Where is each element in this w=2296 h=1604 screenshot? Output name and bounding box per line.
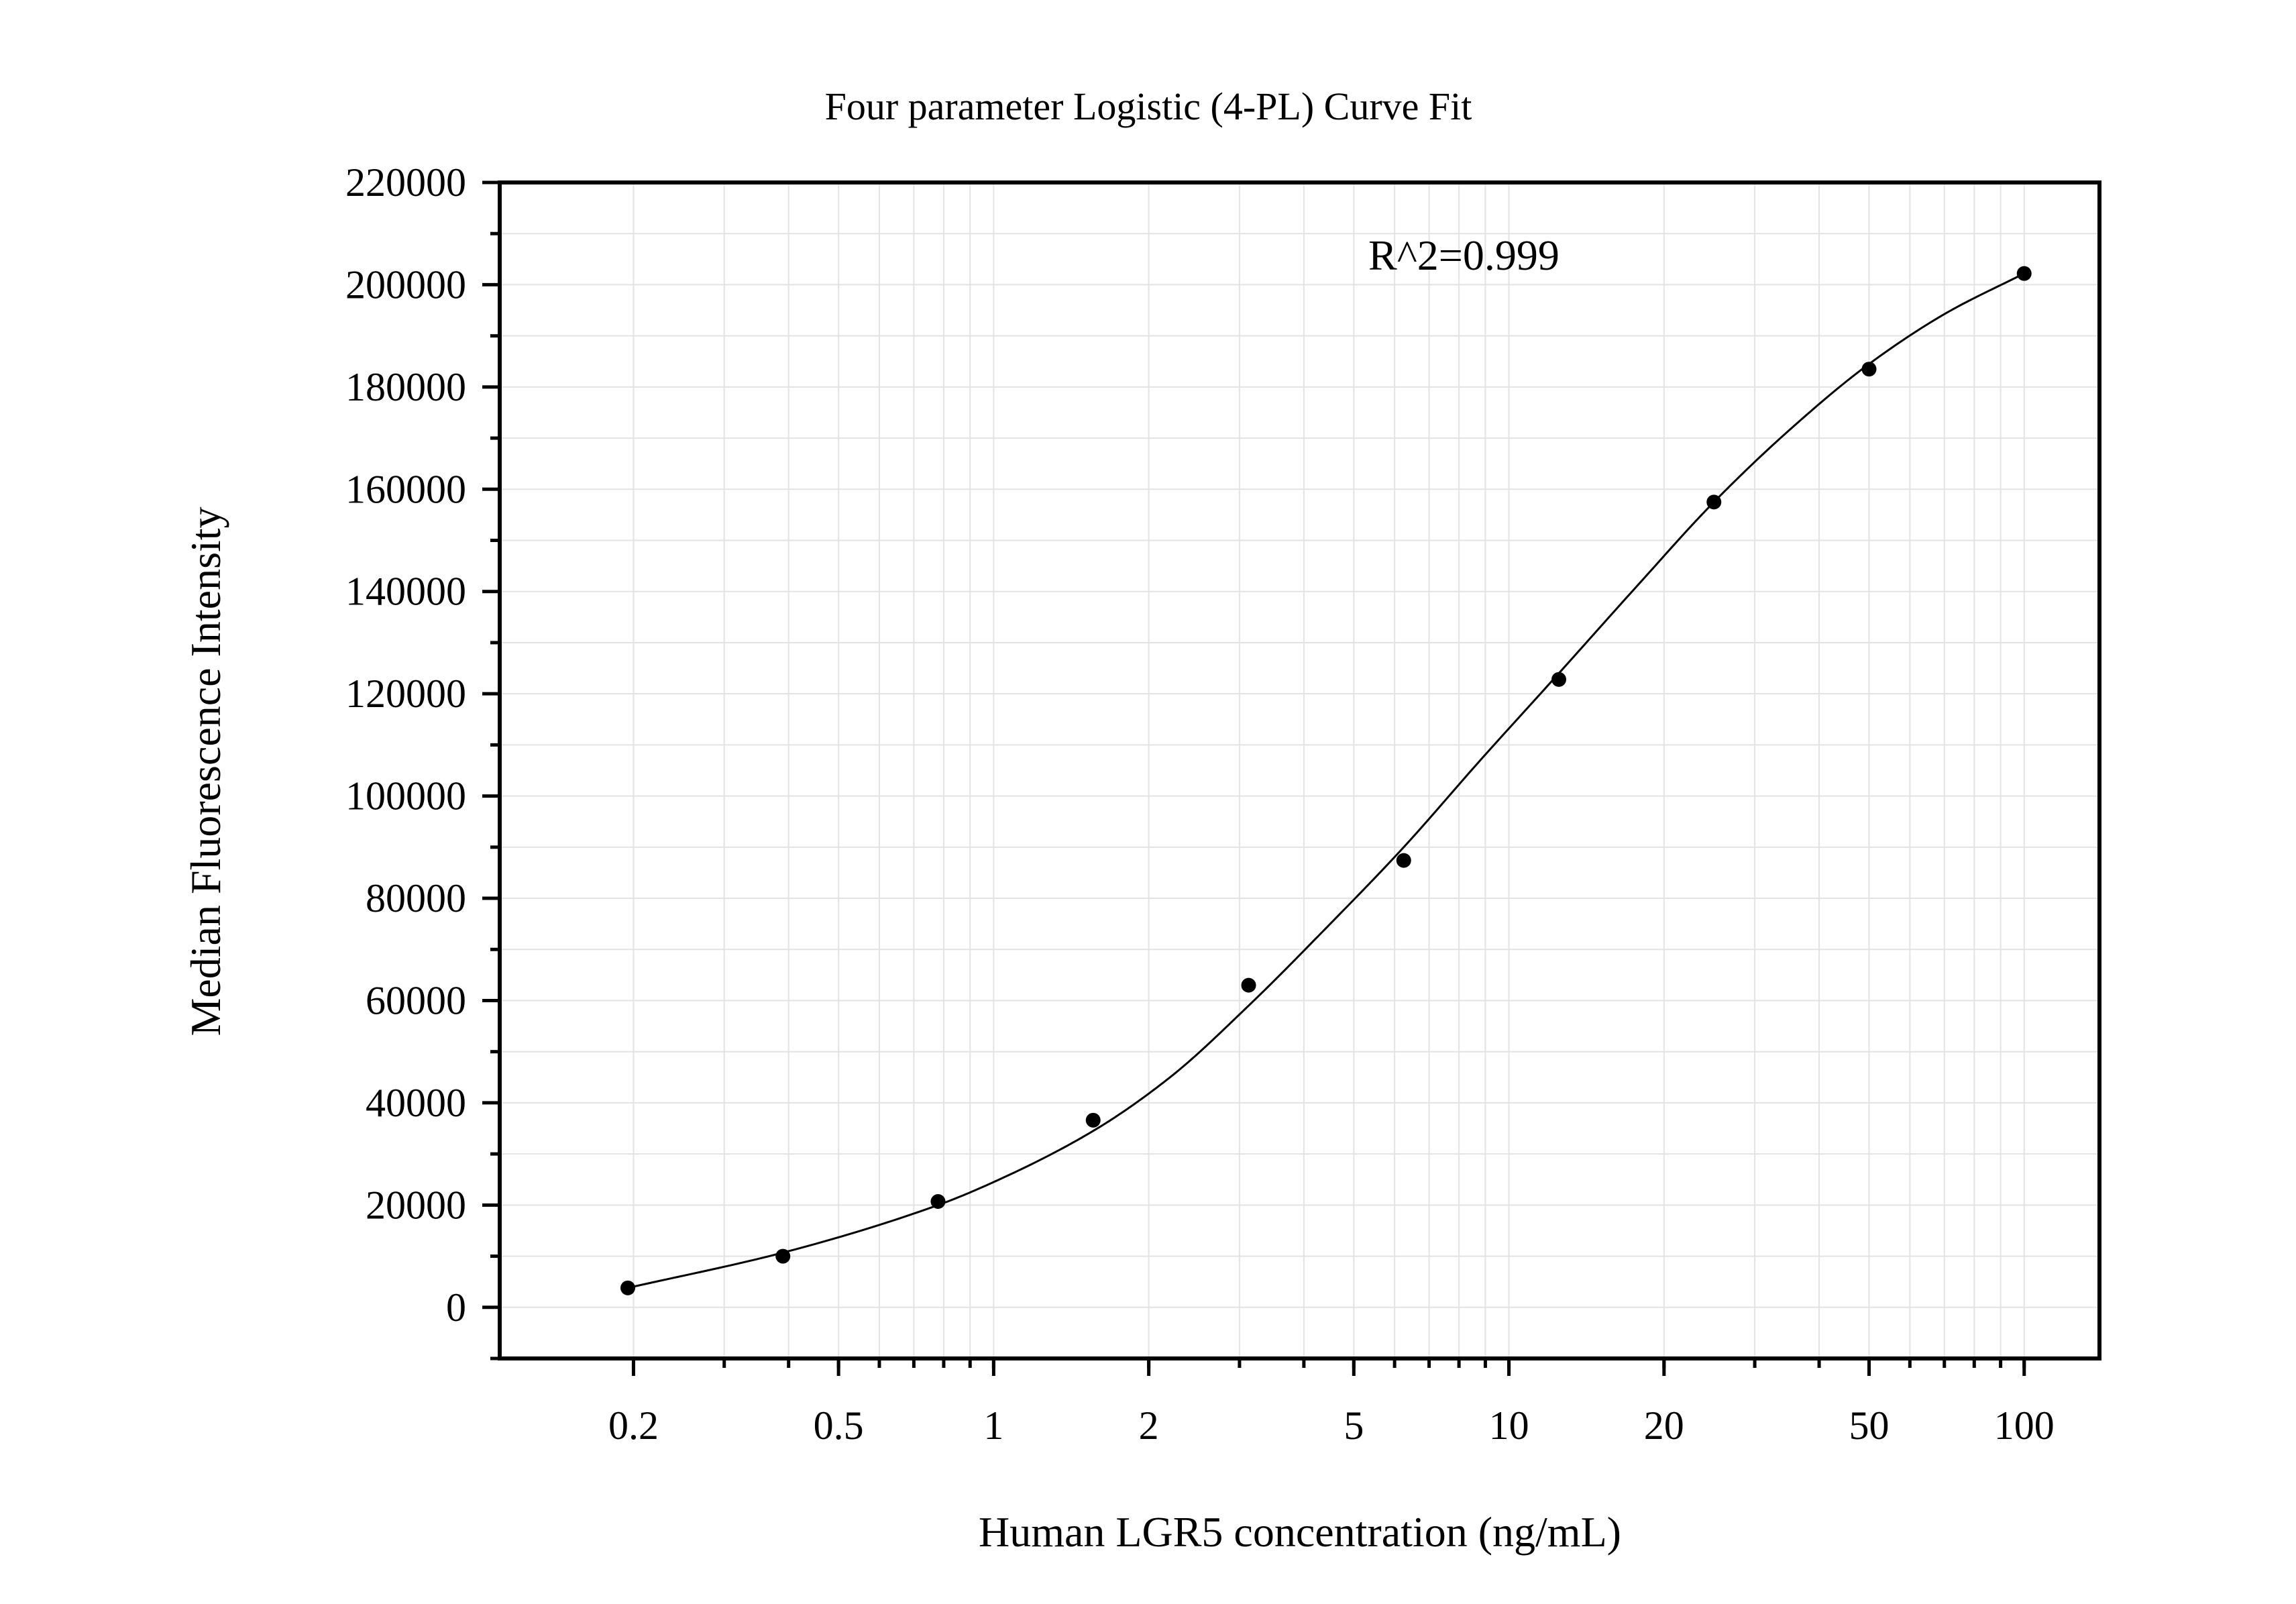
tick-labels: 0.2 0.5 1 2 5 10 20 50 100 0 20000 40000 60000 80000 1… [345, 160, 2055, 1448]
y-tick-label: 80000 [366, 876, 466, 920]
y-tick-label: 0 [446, 1285, 466, 1330]
data-point [1396, 853, 1411, 868]
y-tick-label: 140000 [345, 570, 466, 614]
plot-frame [498, 180, 2101, 1360]
data-point [775, 1248, 791, 1264]
y-tick-label: 100000 [345, 774, 466, 818]
x-tick-label: 2 [1139, 1403, 1159, 1448]
x-tick-label: 0.5 [814, 1403, 864, 1448]
y-tick-label: 60000 [366, 978, 466, 1022]
x-tick-label: 1 [983, 1403, 1003, 1448]
data-point [2016, 266, 2032, 281]
data-point [1551, 672, 1567, 687]
data-point [1085, 1112, 1101, 1128]
data-point [930, 1194, 946, 1210]
r-squared-annotation: R^2=0.999 [1368, 231, 1560, 279]
fit-curve-layer [627, 272, 2025, 1289]
grid [500, 182, 2099, 1359]
y-tick-label: 120000 [345, 672, 466, 716]
y-tick-label: 20000 [366, 1183, 466, 1227]
chart-title: Four parameter Logistic (4-PL) Curve Fit [825, 85, 1472, 128]
x-tick-label: 100 [1994, 1403, 2055, 1448]
y-tick-label: 180000 [345, 365, 466, 409]
data-point [620, 1280, 636, 1295]
x-tick-label: 10 [1489, 1403, 1529, 1448]
fit-curve-line [627, 272, 2025, 1289]
data-point [1706, 494, 1722, 510]
y-tick-label: 160000 [345, 467, 466, 511]
data-point [1241, 977, 1256, 993]
y-axis-label: Median Fluorescence Intensity [182, 506, 229, 1036]
y-tick-label: 200000 [345, 262, 466, 307]
x-axis-label: Human LGR5 concentration (ng/mL) [979, 1508, 1621, 1556]
data-points [620, 266, 2032, 1295]
x-tick-label: 20 [1644, 1403, 1684, 1448]
axis-ticks [482, 180, 2026, 1376]
y-tick-label: 40000 [366, 1081, 466, 1125]
data-point [1861, 362, 1877, 377]
x-tick-label: 5 [1344, 1403, 1364, 1448]
x-tick-label: 0.2 [608, 1403, 659, 1448]
x-tick-label: 50 [1849, 1403, 1890, 1448]
y-tick-label: 220000 [345, 160, 466, 205]
